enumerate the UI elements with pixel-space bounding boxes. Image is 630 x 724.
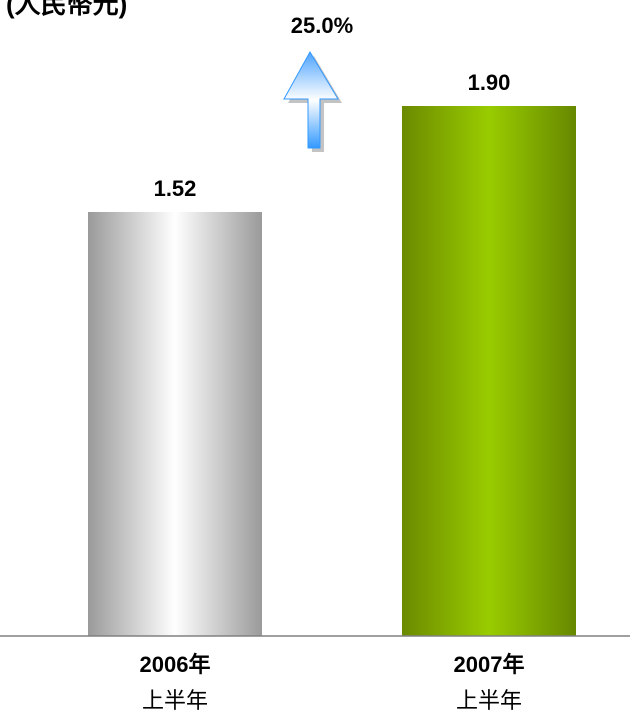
x-tick-label: 2007年 (454, 652, 525, 677)
x-tick-label: 上半年 (456, 688, 522, 713)
x-tick-label: 上半年 (142, 688, 208, 713)
chart-title: (人民幣元) (6, 0, 127, 19)
growth-annotation: 25.0% (291, 13, 353, 38)
value-label: 1.52 (154, 176, 197, 201)
up-arrow (283, 50, 339, 149)
bar (88, 212, 262, 636)
x-tick-label: 2006年 (140, 652, 211, 677)
bar (402, 106, 576, 636)
value-label: 1.90 (468, 70, 511, 95)
